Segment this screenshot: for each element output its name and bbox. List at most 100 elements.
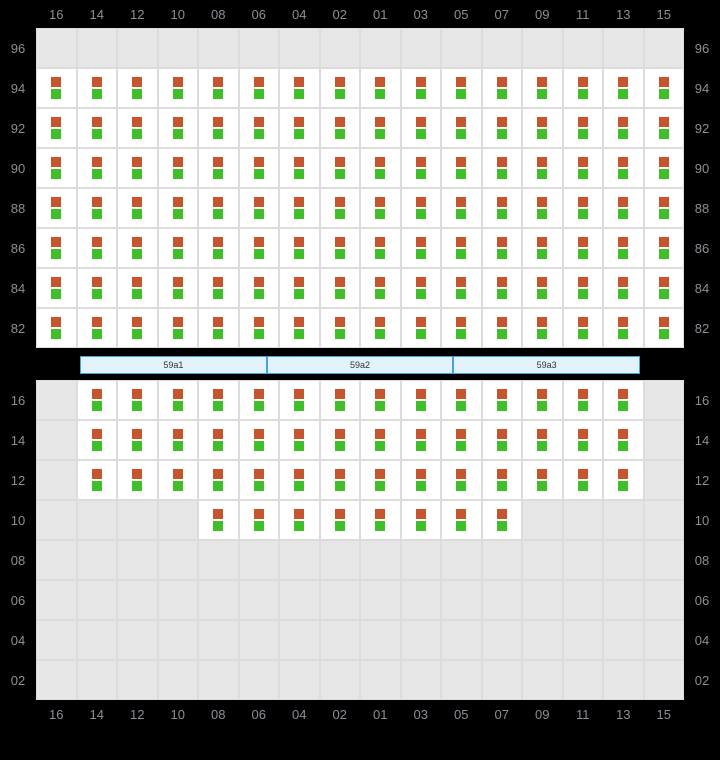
cell <box>279 660 320 700</box>
status-indicator-top <box>578 277 588 287</box>
status-indicator-top <box>335 389 345 399</box>
status-indicator-bottom <box>416 209 426 219</box>
cell <box>36 580 77 620</box>
status-indicator-bottom <box>375 289 385 299</box>
status-indicator-top <box>335 277 345 287</box>
cell <box>522 68 563 108</box>
segment-button[interactable]: 59a3 <box>453 356 640 374</box>
lower-grid: 16161414121210100808060604040202 <box>0 380 720 700</box>
row-label-left: 06 <box>0 580 36 620</box>
status-indicator-top <box>213 389 223 399</box>
cell <box>441 28 482 68</box>
cell <box>36 660 77 700</box>
cell <box>158 500 199 540</box>
cell <box>77 380 118 420</box>
status-indicator-top <box>578 429 588 439</box>
cell <box>198 620 239 660</box>
cell <box>482 108 523 148</box>
status-indicator-top <box>254 277 264 287</box>
cell <box>279 460 320 500</box>
status-indicator-top <box>497 317 507 327</box>
cell <box>36 380 77 420</box>
status-indicator-bottom <box>173 289 183 299</box>
cell <box>603 28 644 68</box>
cell <box>563 380 604 420</box>
cell <box>77 620 118 660</box>
status-indicator-bottom <box>456 441 466 451</box>
status-indicator-bottom <box>659 209 669 219</box>
col-label: 12 <box>117 707 158 722</box>
segment-button[interactable]: 59a2 <box>267 356 454 374</box>
status-indicator-bottom <box>537 89 547 99</box>
cell <box>522 420 563 460</box>
status-indicator-bottom <box>416 169 426 179</box>
status-indicator-bottom <box>173 209 183 219</box>
status-indicator-top <box>578 77 588 87</box>
status-indicator-bottom <box>335 249 345 259</box>
cell <box>401 660 442 700</box>
status-indicator-top <box>618 277 628 287</box>
cell <box>198 68 239 108</box>
cell <box>603 148 644 188</box>
status-indicator-top <box>92 117 102 127</box>
cell <box>158 460 199 500</box>
cell <box>563 188 604 228</box>
status-indicator-top <box>294 237 304 247</box>
cell <box>279 420 320 460</box>
status-indicator-bottom <box>578 89 588 99</box>
status-indicator-bottom <box>92 481 102 491</box>
cell <box>77 108 118 148</box>
cell <box>198 380 239 420</box>
cell <box>158 580 199 620</box>
status-indicator-top <box>618 389 628 399</box>
cell <box>117 308 158 348</box>
cell <box>239 580 280 620</box>
col-label: 16 <box>36 7 77 22</box>
status-indicator-top <box>375 317 385 327</box>
status-indicator-bottom <box>294 329 304 339</box>
cell <box>239 420 280 460</box>
cell <box>603 268 644 308</box>
grid-row: 9292 <box>0 108 720 148</box>
status-indicator-top <box>173 117 183 127</box>
status-indicator-bottom <box>659 329 669 339</box>
status-indicator-top <box>497 157 507 167</box>
cell <box>522 620 563 660</box>
status-indicator-top <box>416 509 426 519</box>
status-indicator-top <box>456 117 466 127</box>
status-indicator-bottom <box>456 521 466 531</box>
status-indicator-bottom <box>497 521 507 531</box>
status-indicator-top <box>537 277 547 287</box>
status-indicator-top <box>92 157 102 167</box>
cell <box>320 580 361 620</box>
status-indicator-top <box>375 157 385 167</box>
cell <box>117 540 158 580</box>
status-indicator-bottom <box>618 209 628 219</box>
cell <box>563 148 604 188</box>
status-indicator-bottom <box>416 329 426 339</box>
cell <box>522 268 563 308</box>
status-indicator-top <box>335 509 345 519</box>
cell <box>36 308 77 348</box>
status-indicator-top <box>416 117 426 127</box>
cell <box>320 228 361 268</box>
status-indicator-bottom <box>659 129 669 139</box>
cell <box>36 420 77 460</box>
row-label-left: 92 <box>0 108 36 148</box>
status-indicator-bottom <box>456 169 466 179</box>
cell <box>320 420 361 460</box>
row-label-left: 04 <box>0 620 36 660</box>
status-indicator-bottom <box>497 129 507 139</box>
status-indicator-top <box>456 157 466 167</box>
cell <box>239 308 280 348</box>
status-indicator-bottom <box>497 209 507 219</box>
cell <box>401 28 442 68</box>
cell <box>441 308 482 348</box>
cell <box>117 500 158 540</box>
status-indicator-bottom <box>456 129 466 139</box>
status-indicator-top <box>213 277 223 287</box>
segment-button[interactable]: 59a1 <box>80 356 267 374</box>
cell <box>239 228 280 268</box>
cell <box>563 68 604 108</box>
cell <box>563 620 604 660</box>
